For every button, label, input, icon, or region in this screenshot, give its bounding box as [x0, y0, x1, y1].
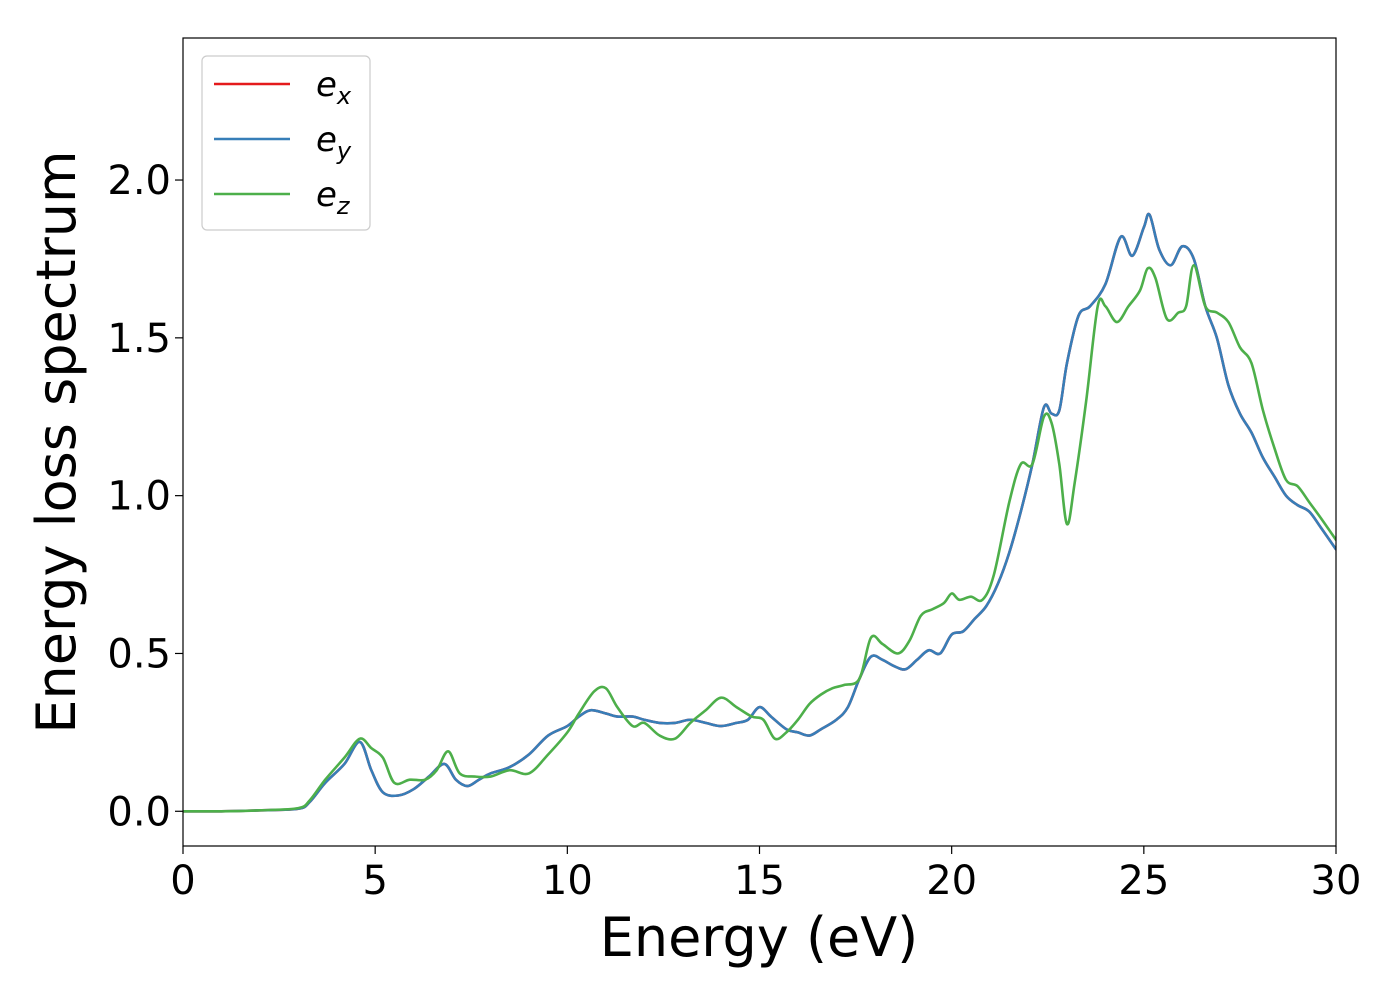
- legend-label-y: ey: [316, 120, 352, 165]
- x-tick-label: 25: [1118, 858, 1169, 904]
- x-tick-label: 20: [926, 858, 977, 904]
- x-tick-label: 0: [170, 858, 195, 904]
- x-tick-label: 5: [362, 858, 387, 904]
- x-axis-title: Energy (eV): [600, 906, 919, 969]
- x-axis: 0 5 10 15 20 25 30: [170, 846, 1361, 904]
- y-axis: 0.0 0.5 1.0 1.5 2.0: [107, 158, 183, 835]
- y-tick-label: 1.5: [107, 316, 171, 362]
- y-axis-title: Energy loss spectrum: [25, 150, 88, 733]
- x-tick-label: 15: [734, 858, 785, 904]
- series-line-y: [183, 212, 1336, 813]
- series-layer: [183, 212, 1336, 813]
- series-line-z: [183, 263, 1336, 813]
- y-tick-label: 0.5: [107, 631, 171, 677]
- y-tick-label: 0.0: [107, 789, 171, 835]
- x-tick-label: 10: [542, 858, 593, 904]
- y-tick-label: 1.0: [107, 474, 171, 520]
- y-tick-label: 2.0: [107, 158, 171, 204]
- x-tick-label: 30: [1311, 858, 1362, 904]
- legend-box: [201, 55, 371, 231]
- legend-label-x: ex: [316, 65, 352, 110]
